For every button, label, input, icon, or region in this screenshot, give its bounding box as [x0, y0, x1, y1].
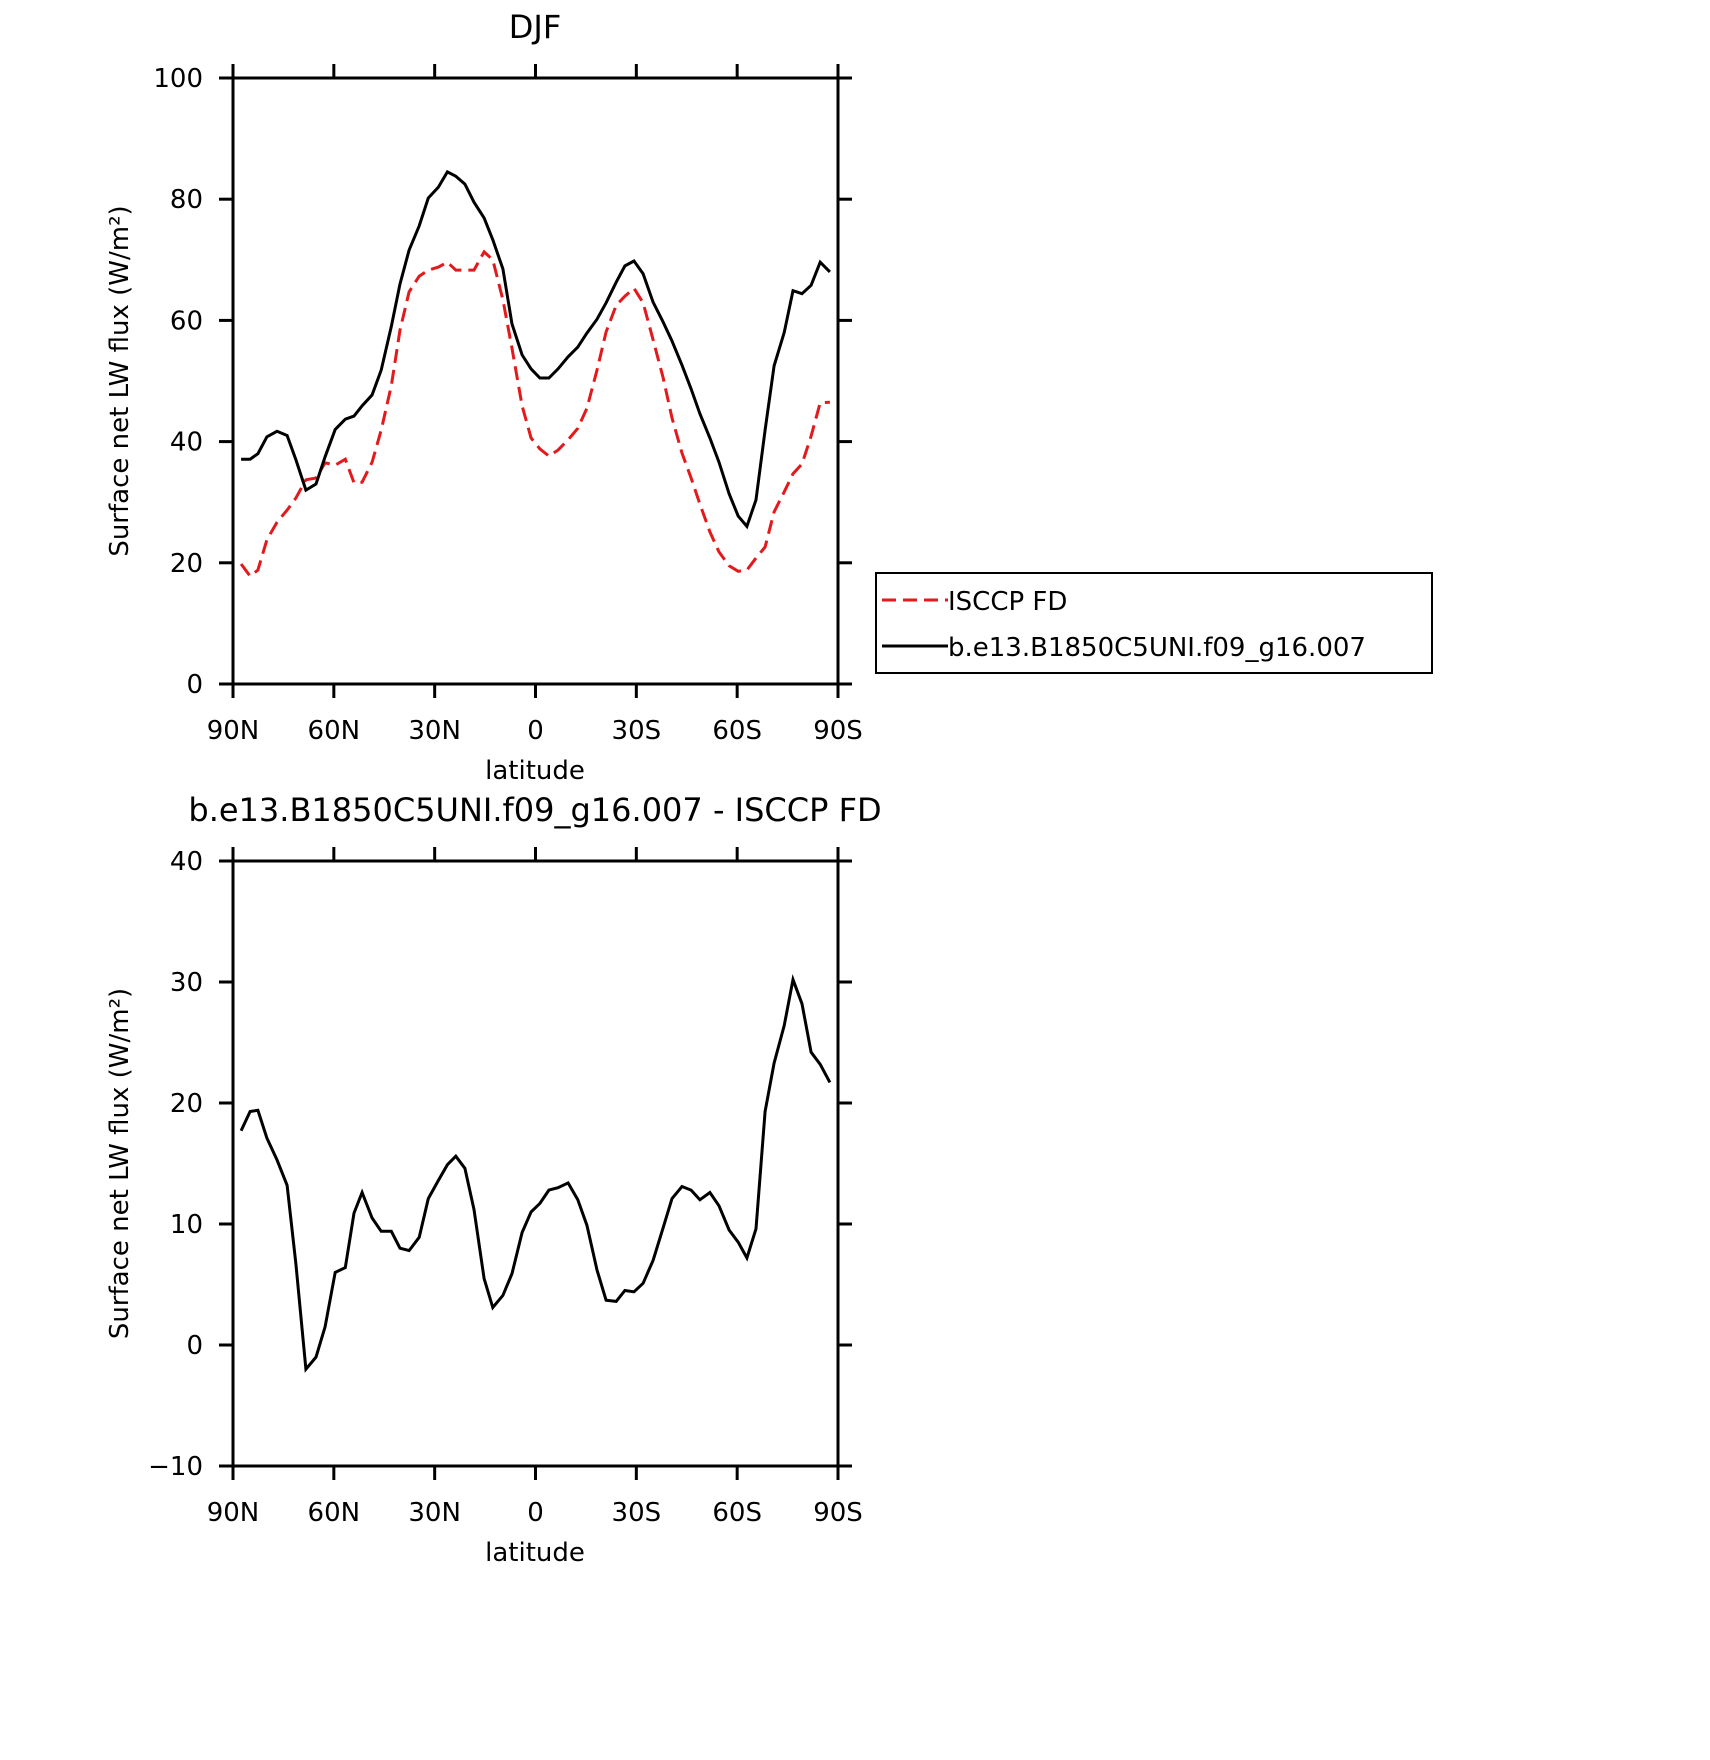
- plot-frame: [231, 76, 840, 686]
- legend-label: ISCCP FD: [948, 587, 1067, 617]
- x-tick-label: 30S: [612, 1498, 662, 1528]
- y-tick-label: 40: [170, 428, 203, 458]
- y-tick-label: 30: [170, 968, 203, 998]
- y-tick-label: −10: [148, 1452, 203, 1482]
- y-axis-label: Surface net LW flux (W/m²): [105, 988, 135, 1339]
- legend-box: [875, 572, 1433, 674]
- x-tick-label: 90N: [207, 1498, 260, 1528]
- y-tick-label: 60: [170, 306, 203, 336]
- y-tick-label: 0: [186, 670, 203, 700]
- series-line: [241, 169, 831, 530]
- chart-title: DJF: [509, 8, 561, 46]
- x-tick-label: 30N: [408, 1498, 461, 1528]
- y-tick-label: 40: [170, 847, 203, 877]
- x-tick-label: 60S: [712, 1498, 762, 1528]
- x-tick-label: 30S: [612, 716, 662, 746]
- x-tick-label: 90S: [813, 1498, 863, 1528]
- legend-label: b.e13.B1850C5UNI.f09_g16.007: [948, 633, 1366, 663]
- y-tick-label: 10: [170, 1210, 203, 1240]
- y-tick-label: 0: [186, 1331, 203, 1361]
- x-tick-label: 90S: [813, 716, 863, 746]
- y-axis-label: Surface net LW flux (W/m²): [105, 205, 135, 556]
- data-line: [239, 974, 832, 1373]
- x-tick-label: 60N: [308, 1498, 361, 1528]
- chart-title: b.e13.B1850C5UNI.f09_g16.007 - ISCCP FD: [188, 791, 881, 829]
- x-tick-label: 30N: [408, 716, 461, 746]
- x-tick-label: 60S: [712, 716, 762, 746]
- series-line: [239, 249, 830, 579]
- y-tick-label: 80: [170, 185, 203, 215]
- y-tick-label: 20: [170, 1089, 203, 1119]
- x-tick-label: 0: [527, 716, 544, 746]
- y-tick-label: 100: [153, 64, 203, 94]
- x-tick-label: 90N: [207, 716, 260, 746]
- x-tick-label: 60N: [308, 716, 361, 746]
- plot-frame: [231, 859, 840, 1468]
- x-tick-label: 0: [527, 1498, 544, 1528]
- x-axis-label: latitude: [485, 756, 585, 786]
- y-tick-label: 20: [170, 549, 203, 579]
- x-axis-label: latitude: [485, 1538, 585, 1568]
